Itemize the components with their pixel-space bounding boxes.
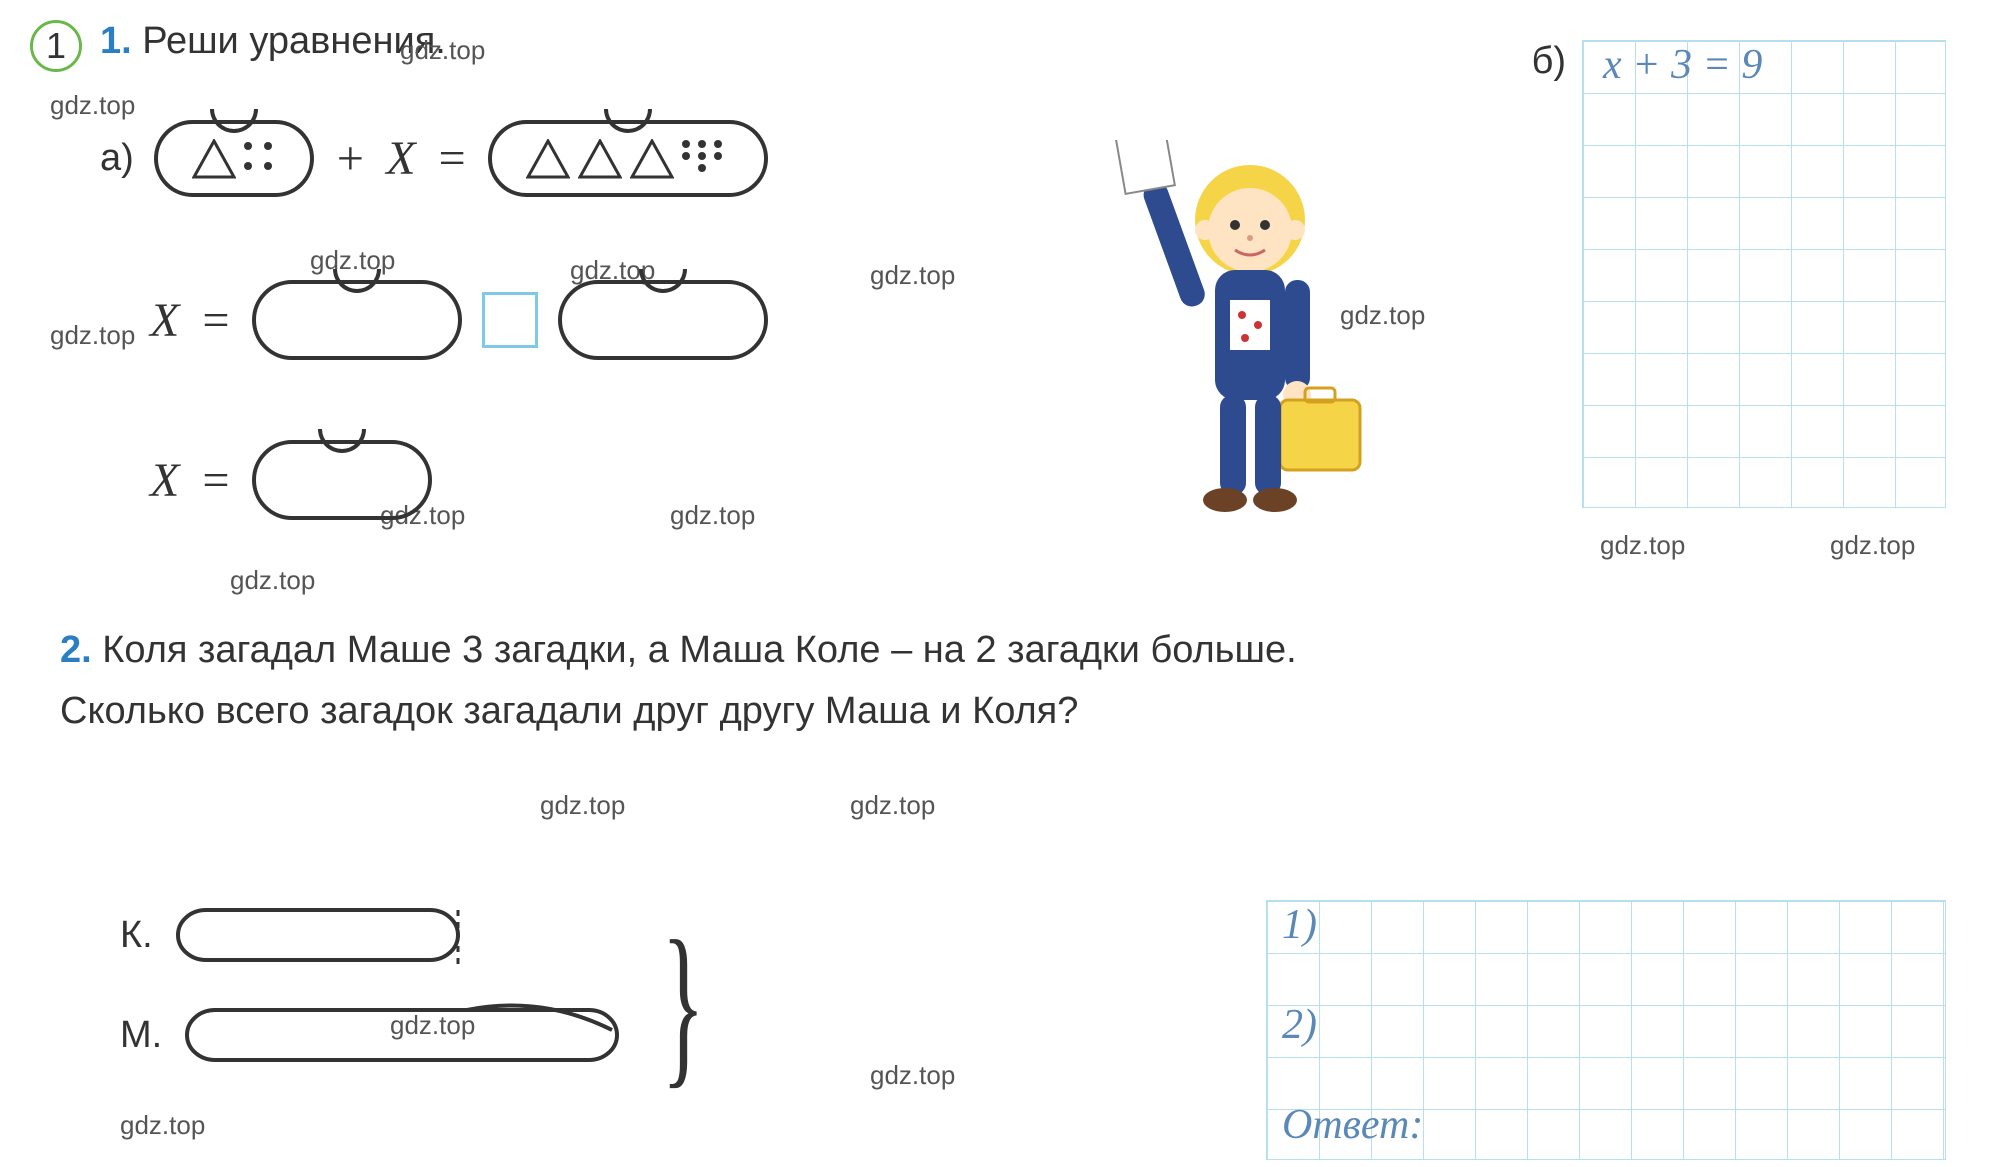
step-2: 2)	[1282, 1001, 1317, 1049]
dots-4	[240, 136, 280, 181]
watermark: gdz.top	[400, 35, 485, 66]
label-k: К.	[120, 914, 153, 957]
task2-diagram: К. М.	[120, 900, 682, 1070]
grid-b[interactable]: x + 3 = 9	[1582, 40, 1946, 508]
bar-k	[173, 900, 553, 970]
x-variable: X	[386, 131, 415, 186]
bag-right	[488, 120, 768, 197]
label-m: М.	[120, 1014, 162, 1057]
triangle-icon	[526, 139, 570, 179]
empty-bag[interactable]	[558, 280, 768, 360]
watermark: gdz.top	[850, 790, 935, 821]
equation-a-row1: а) + X =	[100, 120, 768, 197]
bar-m	[182, 1000, 682, 1070]
triangle-icon	[578, 139, 622, 179]
brace-icon: }	[662, 900, 705, 1107]
equation-b-text: x + 3 = 9	[1603, 41, 1762, 89]
label-b: б)	[1532, 40, 1566, 83]
watermark: gdz.top	[50, 90, 135, 121]
watermark: gdz.top	[670, 500, 755, 531]
equals-sign: =	[199, 293, 231, 348]
triangle-icon	[192, 139, 236, 179]
answer-label: Ответ:	[1282, 1101, 1423, 1149]
task2-number: 2.	[60, 629, 92, 671]
operation-square[interactable]	[482, 292, 538, 348]
task1-title: 1. Реши уравнения.	[100, 20, 446, 63]
task2-body: Коля загадал Маше 3 загадки, а Маша Коле…	[60, 629, 1297, 732]
x-variable: X	[150, 453, 179, 508]
equals-sign: =	[199, 453, 231, 508]
x-variable: X	[150, 293, 179, 348]
problem-circle: 1	[30, 20, 82, 72]
task1-number: 1.	[100, 20, 132, 62]
bag-left	[154, 120, 314, 197]
watermark: gdz.top	[230, 565, 315, 596]
empty-bag[interactable]	[252, 440, 432, 520]
watermark: gdz.top	[1830, 530, 1915, 561]
grid-answer[interactable]: 1) 2) Ответ:	[1266, 900, 1946, 1160]
equation-a-row3: X =	[150, 440, 432, 520]
step-1: 1)	[1282, 901, 1317, 949]
triangle-icon	[630, 139, 674, 179]
equals-sign: =	[436, 131, 468, 186]
equation-a-row2: X =	[150, 280, 768, 360]
watermark: gdz.top	[120, 1110, 205, 1141]
boy-illustration	[1100, 140, 1380, 540]
label-a: а)	[100, 137, 134, 180]
task2-text: 2. Коля загадал Маше 3 загадки, а Маша К…	[60, 620, 1360, 742]
watermark: gdz.top	[50, 320, 135, 351]
dots-7	[678, 136, 728, 181]
plus-sign: +	[334, 131, 366, 186]
empty-bag[interactable]	[252, 280, 462, 360]
watermark: gdz.top	[870, 1060, 955, 1091]
watermark: gdz.top	[540, 790, 625, 821]
watermark: gdz.top	[1600, 530, 1685, 561]
watermark: gdz.top	[870, 260, 955, 291]
